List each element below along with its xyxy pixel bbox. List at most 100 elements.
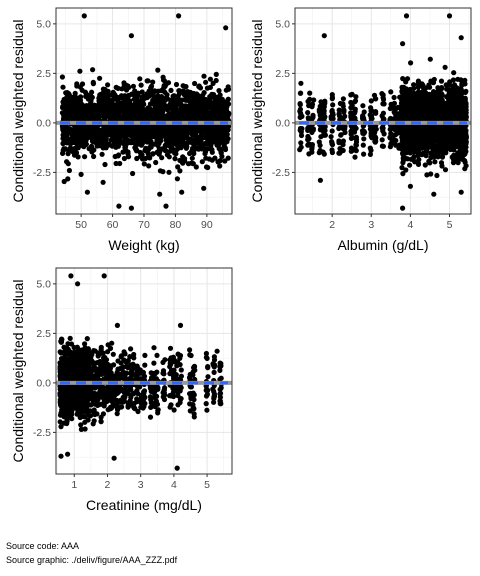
data-point bbox=[220, 127, 227, 133]
data-point bbox=[90, 79, 96, 85]
data-point bbox=[69, 107, 75, 113]
data-point bbox=[298, 126, 304, 133]
data-point bbox=[153, 159, 159, 166]
data-point bbox=[367, 151, 373, 157]
data-point bbox=[180, 83, 186, 89]
data-point bbox=[117, 135, 124, 141]
data-point bbox=[400, 205, 406, 211]
data-point bbox=[84, 93, 90, 99]
data-point bbox=[120, 113, 127, 119]
data-point bbox=[310, 114, 316, 120]
data-point bbox=[348, 135, 354, 141]
data-point bbox=[125, 154, 132, 160]
data-point bbox=[225, 155, 231, 161]
data-point bbox=[387, 105, 393, 112]
data-point bbox=[340, 138, 346, 144]
x-tick-label: 60 bbox=[107, 219, 119, 231]
data-point bbox=[154, 136, 160, 142]
data-point bbox=[121, 155, 127, 162]
data-point bbox=[170, 98, 177, 105]
data-point bbox=[72, 90, 78, 96]
data-point bbox=[92, 107, 98, 113]
data-point bbox=[174, 96, 180, 102]
data-point bbox=[403, 167, 409, 173]
data-point bbox=[461, 103, 467, 109]
data-point bbox=[208, 134, 214, 140]
data-point bbox=[352, 110, 358, 116]
y-tick-label: 5.0 bbox=[275, 18, 290, 30]
data-point bbox=[224, 98, 230, 104]
data-point bbox=[111, 105, 117, 111]
data-point bbox=[427, 56, 433, 62]
x-tick-label: 5 bbox=[447, 219, 453, 231]
data-point bbox=[361, 130, 367, 136]
data-point bbox=[415, 161, 422, 167]
data-point bbox=[438, 91, 445, 97]
data-point bbox=[197, 101, 203, 107]
data-point bbox=[178, 110, 184, 117]
data-point bbox=[137, 76, 143, 82]
data-point bbox=[138, 105, 144, 111]
data-point bbox=[188, 160, 195, 166]
data-point bbox=[156, 124, 162, 130]
data-point bbox=[139, 141, 145, 147]
data-point bbox=[353, 94, 359, 100]
data-point bbox=[305, 98, 311, 105]
data-point bbox=[128, 205, 134, 211]
data-point bbox=[116, 111, 122, 117]
data-point bbox=[211, 115, 217, 121]
data-point bbox=[159, 155, 165, 161]
data-point bbox=[188, 106, 194, 112]
data-point bbox=[77, 84, 83, 90]
data-point bbox=[216, 88, 222, 94]
data-point bbox=[298, 90, 304, 96]
data-point bbox=[305, 142, 311, 148]
data-point bbox=[81, 105, 87, 111]
data-point bbox=[59, 336, 65, 343]
data-point bbox=[100, 179, 106, 185]
data-point bbox=[179, 159, 185, 165]
data-point bbox=[150, 89, 156, 95]
data-point bbox=[181, 131, 187, 137]
data-point bbox=[60, 132, 66, 138]
data-point bbox=[348, 105, 354, 111]
data-point bbox=[139, 156, 146, 162]
data-point bbox=[146, 163, 152, 169]
data-point bbox=[213, 77, 219, 84]
data-point bbox=[85, 124, 91, 130]
data-point bbox=[167, 148, 173, 154]
data-point bbox=[352, 116, 358, 122]
data-point bbox=[349, 91, 355, 97]
data-point bbox=[463, 163, 469, 169]
y-tick-label: 0.0 bbox=[275, 117, 290, 129]
data-point bbox=[67, 145, 74, 151]
data-point bbox=[159, 132, 165, 138]
data-point bbox=[166, 105, 172, 111]
data-point bbox=[212, 124, 218, 130]
data-point bbox=[143, 128, 150, 134]
data-point bbox=[84, 189, 90, 195]
data-point bbox=[307, 90, 313, 96]
data-point bbox=[391, 100, 397, 106]
data-point bbox=[321, 129, 327, 135]
data-point bbox=[176, 143, 182, 149]
data-point bbox=[218, 150, 224, 156]
data-point bbox=[203, 127, 209, 133]
data-point bbox=[146, 125, 152, 131]
data-point bbox=[125, 149, 131, 155]
data-point bbox=[221, 110, 227, 116]
data-point bbox=[222, 133, 228, 139]
data-point bbox=[75, 154, 81, 160]
data-point bbox=[160, 109, 166, 115]
data-point bbox=[189, 140, 195, 146]
data-point bbox=[340, 101, 346, 107]
data-point bbox=[165, 139, 171, 145]
data-point bbox=[201, 73, 207, 79]
data-point bbox=[152, 102, 158, 108]
data-point bbox=[309, 101, 316, 108]
data-point bbox=[198, 136, 204, 142]
data-point bbox=[77, 68, 83, 74]
